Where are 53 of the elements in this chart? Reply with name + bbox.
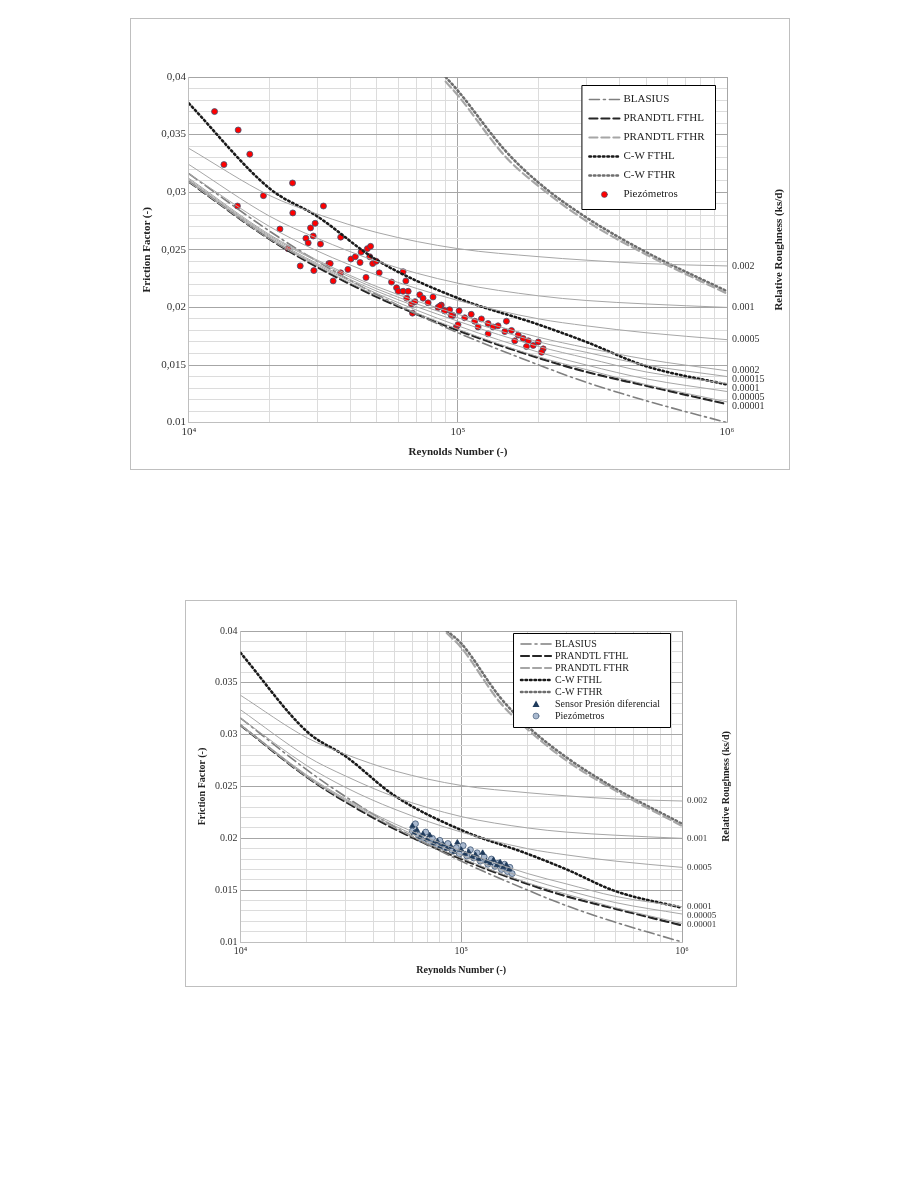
y-tick-label: 0,04 bbox=[166, 69, 187, 82]
text: 0.001 bbox=[687, 832, 708, 843]
y-tick-label: 0,02 bbox=[166, 300, 186, 313]
text: 0.002 bbox=[732, 259, 755, 271]
text: 0.0005 bbox=[732, 333, 760, 345]
legend-label: C-W FTHR bbox=[623, 168, 677, 181]
y-tick-label: 0.02 bbox=[220, 831, 238, 843]
x-tick-label: 10⁵ bbox=[450, 425, 466, 438]
y-tick-label: 0,025 bbox=[161, 242, 187, 255]
legend-label: PRANDTL FTHR bbox=[555, 661, 630, 673]
text: 0.0001 bbox=[732, 382, 760, 394]
text: 0.0001 bbox=[687, 901, 712, 912]
y2-axis-title: Relative Roughness (ks/d) bbox=[771, 188, 785, 311]
x-tick-label: 10⁵ bbox=[454, 944, 468, 956]
text: 0.00005 bbox=[687, 910, 717, 921]
x-tick-label: 10⁴ bbox=[233, 944, 248, 956]
text: 0.00001 bbox=[732, 400, 765, 412]
y-tick-label: 0,015 bbox=[161, 357, 187, 370]
x-tick-label: 10⁶ bbox=[675, 944, 690, 956]
text: 0.002 bbox=[687, 795, 708, 806]
legend-label: Piezómetros bbox=[623, 187, 678, 200]
legend-label: PRANDTL FTHR bbox=[623, 130, 706, 143]
text: 0.001 bbox=[732, 301, 755, 313]
text: 0.0005 bbox=[687, 861, 713, 872]
y-tick-label: 0.04 bbox=[220, 624, 238, 636]
y-tick-label: 0.01 bbox=[166, 415, 186, 428]
legend-label: C-W FTHR bbox=[555, 685, 603, 697]
y-tick-label: 0.015 bbox=[215, 883, 238, 895]
legend-label: BLASIUS bbox=[623, 92, 670, 105]
text: 0.00005 bbox=[732, 391, 765, 403]
x-axis-title: Reynolds Number (-) bbox=[416, 963, 507, 976]
legend-label: C-W FTHL bbox=[555, 673, 602, 685]
y-tick-label: 0.035 bbox=[215, 676, 238, 688]
legend-label: PRANDTL FTHL bbox=[555, 649, 629, 661]
y-axis-title: Friction Factor (-) bbox=[195, 747, 208, 826]
legend-label: Piezómetros bbox=[555, 709, 605, 721]
text: 0.00015 bbox=[732, 373, 765, 385]
legend-label: C-W FTHL bbox=[623, 149, 676, 162]
legend-label: BLASIUS bbox=[555, 637, 597, 649]
text: 0.00001 bbox=[687, 919, 717, 930]
y-tick-label: 0.01 bbox=[220, 935, 238, 947]
legend-label: Sensor Presión diferencial bbox=[555, 697, 661, 709]
y-tick-label: 0.025 bbox=[215, 780, 238, 792]
y-tick-label: 0,03 bbox=[166, 185, 187, 198]
y2-axis-title: Relative Roughness (ks/d) bbox=[719, 731, 732, 842]
legend-label: PRANDTL FTHL bbox=[623, 111, 705, 124]
y-tick-label: 0,035 bbox=[161, 127, 187, 140]
y-tick-label: 0.03 bbox=[220, 728, 238, 740]
x-axis-title: Reynolds Number (-) bbox=[408, 445, 508, 459]
text: 0.0002 bbox=[732, 364, 760, 376]
x-tick-label: 10⁴ bbox=[181, 425, 197, 438]
x-tick-label: 10⁶ bbox=[719, 425, 735, 438]
y-axis-title: Friction Factor (-) bbox=[140, 206, 154, 293]
